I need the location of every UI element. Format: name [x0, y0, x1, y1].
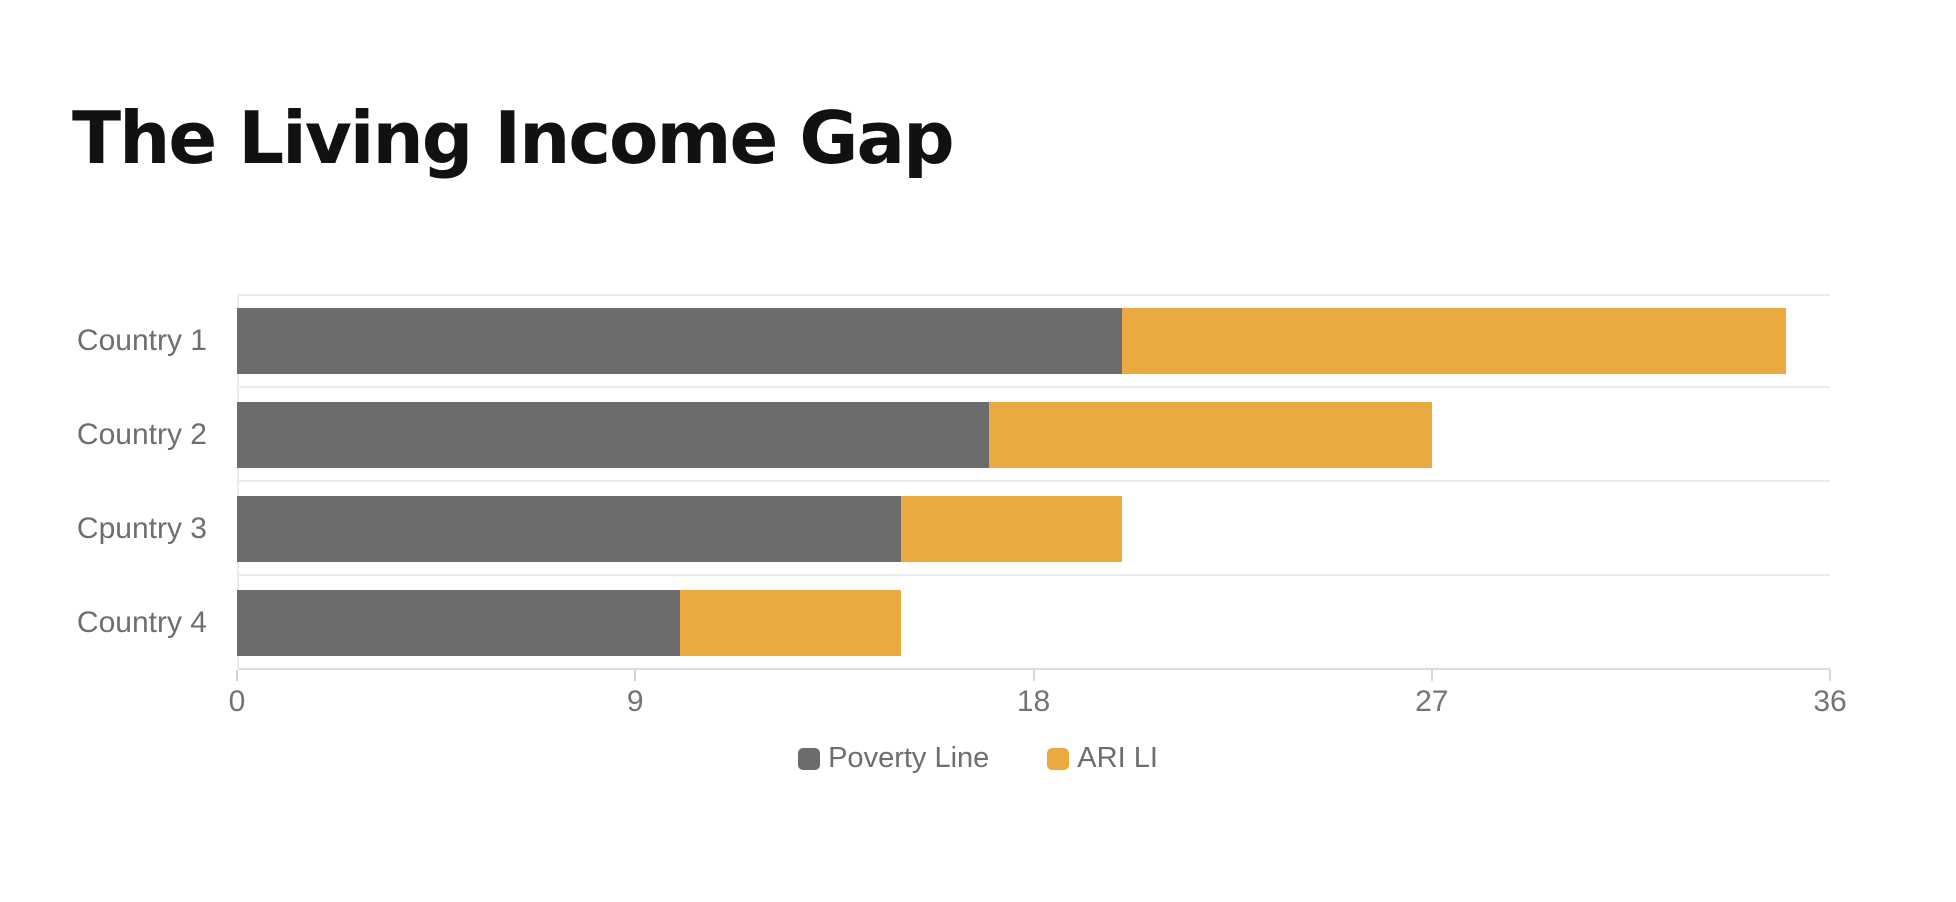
x-tick-label: 9: [626, 685, 644, 718]
y-axis-label: Cpuntry 3: [76, 512, 207, 545]
x-tick-mark: [1430, 670, 1433, 681]
bar-row: [237, 402, 1432, 468]
gridline: [237, 294, 1830, 296]
bar-row: [237, 590, 901, 656]
x-tick-mark: [1032, 670, 1035, 681]
bar-segment-ari-li: [900, 496, 1122, 562]
plot-left-edge: [237, 294, 239, 670]
y-axis-labels: Country 1 Country 2 Cpuntry 3 Country 4: [0, 294, 207, 670]
y-axis-label: Country 2: [76, 418, 207, 451]
bar-segment-poverty-line: [237, 308, 1122, 374]
bar-segment-ari-li: [1122, 308, 1786, 374]
bar-segment-poverty-line: [237, 496, 901, 562]
bar-segment-ari-li: [679, 590, 901, 656]
bar-segment-ari-li: [989, 402, 1432, 468]
gridline: [237, 480, 1830, 482]
legend-item-ari-li: ARI LI: [1047, 742, 1158, 775]
legend: Poverty Line ARI LI: [0, 742, 1956, 775]
bar-segment-poverty-line: [237, 402, 990, 468]
x-axis-line: [237, 668, 1830, 670]
x-tick-label: 18: [1016, 685, 1051, 718]
gridline: [237, 386, 1830, 388]
legend-swatch-icon: [798, 747, 821, 770]
y-axis-label: Country 1: [76, 324, 207, 357]
legend-label: Poverty Line: [828, 742, 990, 774]
legend-item-poverty-line: Poverty Line: [798, 742, 989, 775]
legend-label: ARI LI: [1077, 742, 1158, 774]
chart-title: The Living Income Gap: [72, 96, 955, 180]
x-tick-mark: [236, 670, 238, 681]
y-axis-label: Country 4: [76, 606, 207, 639]
bar-row: [237, 496, 1122, 562]
plot-area: 0 9 18 27 36: [229, 294, 1847, 718]
x-tick-mark: [634, 670, 637, 681]
x-tick-label: 36: [1813, 685, 1847, 718]
legend-swatch-icon: [1047, 747, 1070, 770]
bar-row: [237, 308, 1786, 374]
bar-segment-poverty-line: [237, 590, 680, 656]
x-tick-mark: [1829, 670, 1831, 681]
gridline: [237, 574, 1830, 576]
x-tick-label: 27: [1415, 685, 1449, 718]
x-tick-label: 0: [228, 685, 246, 718]
